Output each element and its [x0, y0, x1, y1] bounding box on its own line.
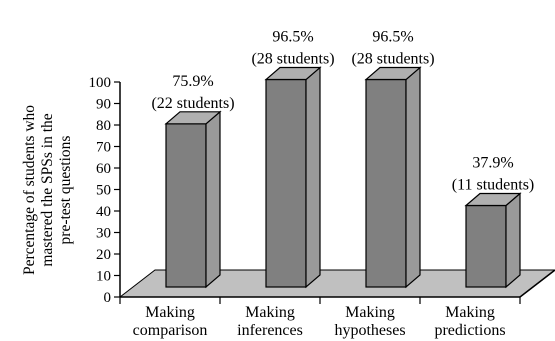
- y-tick-label: 60: [96, 161, 111, 177]
- data-label: (11 students): [452, 177, 535, 194]
- data-label: (22 students): [151, 95, 234, 112]
- data-label: (28 students): [351, 51, 434, 68]
- y-tick-label: 100: [89, 75, 112, 91]
- x-axis-depth-line: [519, 269, 555, 298]
- bar-top: [364, 66, 422, 81]
- y-tick-label: 50: [96, 183, 111, 199]
- bar-side: [505, 192, 521, 289]
- y-tick-label: 20: [96, 247, 111, 263]
- category-label: predictions: [434, 322, 505, 339]
- bar: [364, 66, 422, 289]
- category-label: Making: [145, 304, 195, 321]
- bar-front: [365, 78, 407, 288]
- y-tick-label: 40: [96, 204, 111, 220]
- category-label: Making: [345, 304, 395, 321]
- y-axis-label: Percentage of students whomastered the S…: [21, 105, 74, 275]
- bars: [164, 66, 522, 289]
- bar-top: [464, 192, 522, 207]
- y-tick-label: 90: [96, 97, 111, 113]
- y-tick-label: 10: [96, 269, 111, 285]
- category-label: Making: [245, 304, 295, 321]
- bar: [164, 110, 222, 289]
- bar-front: [165, 123, 207, 288]
- y-axis-ticks: 0 10 20 30 40 50 60 70 80 90 100: [89, 75, 120, 306]
- bar-top: [264, 66, 322, 81]
- data-label: (28 students): [251, 51, 334, 68]
- data-label: 96.5%: [272, 29, 313, 46]
- bar-front: [465, 204, 507, 288]
- bar-side: [205, 110, 221, 289]
- category-label: comparison: [133, 322, 208, 339]
- y-tick-label: 70: [96, 140, 111, 156]
- y-tick-label: 30: [96, 226, 111, 242]
- bar-side: [405, 66, 421, 289]
- data-labels: 75.9% (22 students) 96.5% (28 students) 96.5…: [151, 29, 534, 194]
- data-label: 37.9%: [472, 155, 513, 172]
- y-tick-label: 0: [104, 290, 112, 306]
- bar: [264, 66, 322, 289]
- y-tick-label: 80: [96, 118, 111, 134]
- category-labels: MakingcomparisonMakinginferencesMakinghy…: [133, 304, 506, 339]
- category-label: inferences: [237, 322, 303, 339]
- data-label: 75.9%: [172, 73, 213, 90]
- bar-side: [305, 66, 321, 289]
- bar: [464, 192, 522, 289]
- category-label: Making: [445, 304, 495, 321]
- data-label: 96.5%: [372, 29, 413, 46]
- bar-front: [265, 78, 307, 288]
- category-label: hypotheses: [334, 322, 405, 339]
- bar-top: [164, 111, 222, 125]
